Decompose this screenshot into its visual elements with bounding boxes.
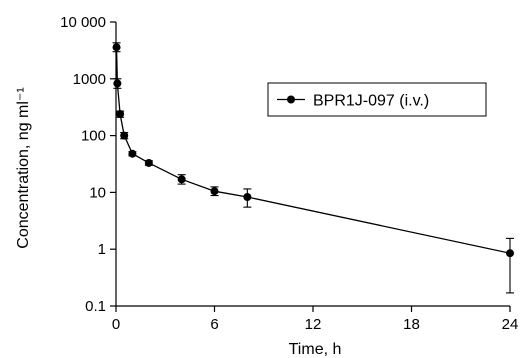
x-tick-label: 0	[112, 316, 120, 333]
x-tick-label: 18	[403, 316, 420, 333]
legend: BPR1J-097 (i.v.)	[267, 82, 487, 117]
series-line	[115, 47, 511, 254]
data-point	[144, 158, 153, 167]
data-point	[506, 249, 514, 258]
data-point	[113, 79, 122, 88]
data-point	[210, 187, 219, 196]
legend-label: BPR1J-097 (i.v.)	[313, 93, 429, 110]
axes	[115, 22, 510, 307]
plot-area	[112, 42, 514, 294]
ticks: 0.1 1 10 100 1000 10 000 0 6 12 18 24	[60, 14, 518, 333]
error-bar	[506, 237, 514, 294]
y-tick-label: 1000	[73, 71, 106, 88]
y-tick-label: 100	[81, 128, 106, 145]
data-point	[128, 149, 137, 158]
data-point	[120, 131, 129, 140]
data-point	[177, 175, 186, 184]
x-axis-label: Time, h	[289, 341, 342, 358]
data-point	[116, 110, 125, 119]
y-tick-label: 10	[89, 184, 106, 201]
y-tick-label: 10 000	[60, 14, 106, 31]
y-axis-label: Concentration, ng ml⁻¹	[15, 87, 32, 248]
legend-marker	[287, 95, 295, 104]
x-tick-label: 6	[210, 316, 218, 333]
x-tick-label: 12	[305, 316, 322, 333]
x-tick-label: 24	[502, 316, 519, 333]
y-tick-label: 1	[98, 241, 106, 258]
data-point	[243, 192, 252, 201]
y-tick-label: 0.1	[85, 298, 106, 315]
